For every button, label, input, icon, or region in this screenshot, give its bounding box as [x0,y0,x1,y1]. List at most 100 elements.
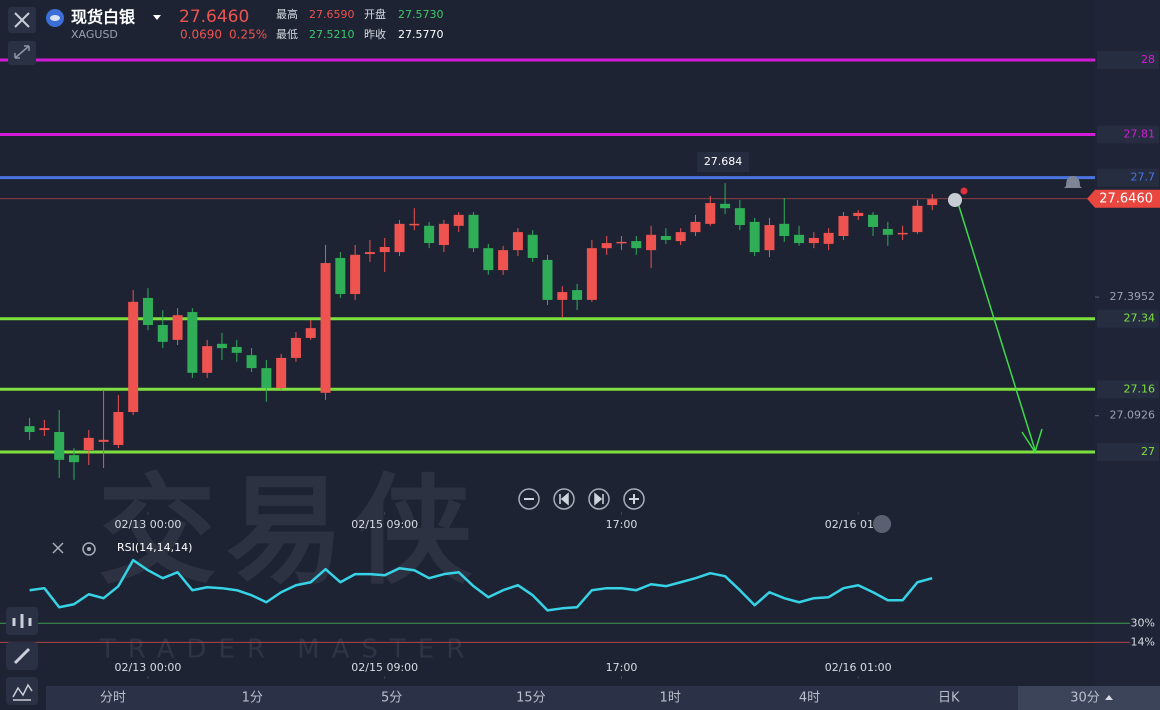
candle-body [749,221,760,253]
candle-body [335,257,346,295]
candle-body [276,357,287,389]
candle-body [734,208,745,226]
candle-body [438,223,449,246]
candle-body [350,254,361,295]
candle-body [882,228,893,235]
zoom-in-icon [629,494,639,504]
draw-icon [13,647,31,665]
plot-area: 28 27.81 27.7 27.34 27.16 27 27.3952 27.0926 02/… [0,51,1160,679]
candle-body [68,455,79,463]
price-axis-bg [1095,0,1160,686]
timeframe-tab[interactable]: 30分 [1070,691,1100,706]
timeframe-tab[interactable]: 15分 [516,691,546,706]
candle-body [853,212,864,217]
stat-value: 27.5730 [398,8,444,21]
candle-body [897,232,908,235]
alert-bell[interactable] [1064,176,1082,188]
candle-body [542,259,553,300]
timeframe-tabs: 分时 1分 5分 15分 1时 4时 日K 30分 [100,691,1100,706]
candle-body [779,223,790,237]
candle-body [720,203,731,209]
x-tick-label: 02/15 09:00 [351,518,418,531]
rsi-close[interactable] [52,542,64,554]
high-tag [697,152,750,173]
x-tick-label: 17:00 [606,518,638,531]
y-tick-label: 14% [1131,635,1155,648]
candle-body [927,199,938,206]
candle-body [187,312,198,373]
stat-label: 开盘 [364,7,386,21]
level-label: 27 [1141,445,1155,458]
candle-body [113,412,124,445]
event-marker[interactable] [948,193,962,207]
candle-body [231,346,242,353]
candle-body [54,432,65,460]
timeframe-tab[interactable]: 1分 [242,691,263,706]
symbol-name[interactable]: 现货白银 [71,8,136,27]
price-change-pct: 0.25% [229,28,267,42]
candle-body [586,248,597,300]
live-dot [960,187,968,195]
header: 现货白银 XAGUSD 27.6460 0.0690 0.25% 最高 27.6… [8,7,444,65]
zoom-out-button[interactable] [518,488,540,510]
candle-body [572,290,583,300]
level-label: 27.81 [1124,127,1156,140]
candle-body [527,234,538,258]
scroll-left-icon [559,492,569,506]
candle-body [660,236,671,240]
candle-body [39,428,50,431]
candle-body [794,234,805,244]
y-tick-label: 30% [1131,616,1155,629]
timeframe-menu-arrow[interactable] [1105,695,1113,700]
overlays [6,176,1082,705]
candle-body [98,439,109,442]
candle-body [912,205,923,233]
candle-body [409,223,420,226]
candle-body [261,368,272,389]
stat-label: 最高 [276,7,298,21]
time-marker[interactable] [873,515,891,533]
stat-value: 27.5770 [398,28,444,41]
candle-body [838,216,849,237]
candle-body [631,241,642,249]
timeframe-bar [46,686,1160,710]
collapse-button[interactable] [8,41,36,65]
x-tick-label: 02/15 09:00 [351,661,418,674]
timeframe-tab[interactable]: 4时 [799,691,820,706]
indicator-button[interactable] [6,677,38,705]
level-tag [1097,125,1159,144]
rsi-settings-dot [87,547,91,551]
stat-label: 昨收 [364,27,386,41]
scroll-right-button[interactable] [588,488,610,510]
level-tag [1097,309,1159,328]
zoom-in-button[interactable] [623,488,645,510]
candle-body [601,243,612,249]
candle-body [764,225,775,251]
candle-body [172,315,183,340]
candle-body [823,232,834,244]
indicator-icon [12,683,33,701]
level-label: 27.7 [1131,171,1156,184]
candle-body [83,437,94,451]
drawn-arrow-head [1021,428,1043,454]
candle-body [453,214,464,226]
scroll-left-button[interactable] [553,488,575,510]
timeframe-tab[interactable]: 5分 [381,691,402,706]
timeframe-tab[interactable]: 日K [938,691,960,706]
candle-body [24,426,35,433]
level-label: 27.16 [1124,382,1156,395]
x-tick-label: 02/13 00:00 [115,518,182,531]
rsi-settings[interactable] [82,542,96,556]
candle-body [512,232,523,251]
timeframe-tab[interactable]: 分时 [100,691,126,706]
timeframe-tab[interactable]: 1时 [660,691,681,706]
candle-body [364,252,375,255]
scroll-right-icon [594,492,604,506]
symbol-dropdown[interactable] [153,15,161,20]
stat-label: 最低 [276,28,298,41]
watermark: 交易侠 TRADER MASTER [98,462,472,664]
candle-body [290,337,301,358]
rsi-line [29,558,933,612]
price-change: 0.0690 [180,28,222,42]
